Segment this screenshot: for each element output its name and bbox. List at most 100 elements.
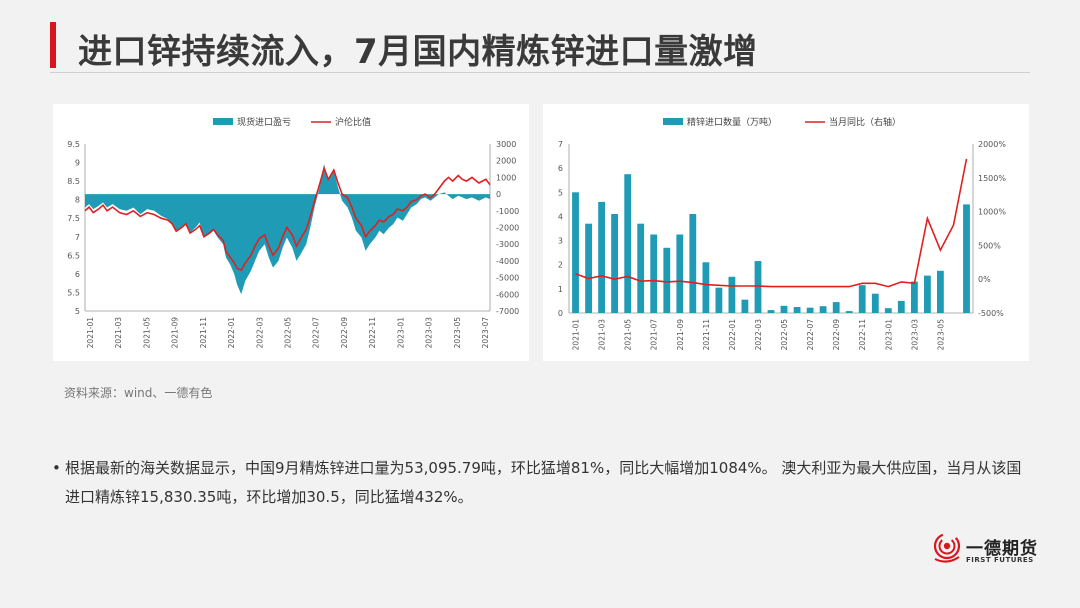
x-tick-label: 2023-03 — [425, 317, 434, 349]
series-line-shfe-lme-ratio — [84, 165, 491, 272]
y-right-tick-label: 500% — [978, 241, 1001, 250]
y-left-tick-label: 6 — [558, 164, 563, 173]
bar-import-volume — [598, 201, 605, 313]
y-right-tick-label: 2000% — [978, 140, 1006, 149]
y-left-tick-label: 1 — [558, 285, 563, 294]
bar-import-volume — [845, 311, 853, 313]
bar-import-volume — [741, 299, 749, 313]
bar-import-volume — [663, 247, 671, 313]
y-left-tick-label: 4 — [558, 212, 563, 221]
zinc-import-volume-chart: 精锌进口数量（万吨） 当月同比（右轴） 0 1 2 3 4 5 6 7 -500% 0% 500% 100… — [558, 116, 1006, 351]
legend-label-volume: 精锌进口数量（万吨） — [687, 116, 777, 128]
y-left-tick-label: 6 — [75, 270, 80, 279]
x-tick-label: 2022-05 — [284, 317, 293, 349]
y-left-tick-label: 5.5 — [67, 288, 80, 297]
x-tick-label: 2021-03 — [114, 317, 123, 349]
x-tick-label: 2023-01 — [396, 317, 405, 349]
x-tick-label: 2021-05 — [624, 319, 633, 351]
paragraph-text: 根据最新的海关数据显示，中国9月精炼锌进口量为53,095.79吨，环比猛增81… — [65, 459, 1022, 506]
y-right-tick-label: 1000 — [496, 173, 516, 182]
x-tick-label: 2021-11 — [702, 319, 711, 351]
bar-import-volume — [884, 308, 892, 313]
bar-import-volume — [689, 214, 697, 313]
y-right-tick-label: 3000 — [496, 140, 516, 149]
x-tick-label: 2022-03 — [255, 317, 264, 349]
y-left-tick-label: 8.5 — [67, 177, 80, 186]
y-left-tick-label: 6.5 — [67, 251, 80, 260]
x-tick-label: 2023-05 — [936, 319, 945, 351]
y-right-tick-label: -3000 — [496, 240, 519, 249]
x-tick-label: 2023-07 — [481, 317, 490, 349]
y-right-tick-label: 0 — [496, 190, 501, 199]
x-tick-label: 2021-11 — [199, 317, 208, 349]
x-tick-label: 2022-11 — [858, 319, 867, 351]
legend-label-yoy: 当月同比（右轴） — [829, 116, 901, 128]
x-tick-label: 2022-11 — [368, 317, 377, 349]
x-tick-label: 2021-05 — [142, 317, 151, 349]
page-title: 进口锌持续流入，7月国内精炼锌进口量激增 — [78, 32, 758, 72]
y-right-tick-label: 1000% — [978, 208, 1006, 217]
x-tick-label: 2023-03 — [910, 319, 919, 351]
legend-swatch-profit — [213, 118, 233, 125]
legend-swatch-volume — [663, 118, 683, 125]
x-tick-label: 2021-01 — [572, 319, 581, 351]
x-tick-label: 2021-09 — [676, 319, 685, 351]
y-right-tick-label: -2000 — [496, 224, 519, 233]
y-right-tick-label: 1500% — [978, 174, 1006, 183]
x-tick-label: 2021-01 — [86, 317, 95, 349]
body-paragraph: • 根据最新的海关数据显示，中国9月精炼锌进口量为53,095.79吨，环比猛增… — [52, 454, 1027, 512]
x-tick-label: 2022-05 — [780, 319, 789, 351]
bar-import-volume — [819, 306, 827, 313]
x-tick-label: 2022-09 — [340, 317, 349, 349]
y-right-tick-label: -1000 — [496, 207, 519, 216]
bar-import-volume — [858, 285, 866, 313]
title-accent-bar — [50, 22, 56, 68]
logo-chinese-name: 一德期货 — [966, 539, 1038, 559]
bar-import-volume — [937, 270, 944, 314]
x-tick-label: 2022-07 — [312, 317, 321, 349]
x-tick-label: 2023-01 — [884, 319, 893, 351]
y-left-tick-label: 9 — [75, 159, 80, 168]
y-left-tick-label: 5 — [75, 307, 80, 316]
legend-label-profit: 现货进口盈亏 — [237, 116, 291, 128]
x-tick-label: 2021-07 — [650, 319, 659, 351]
y-left-tick-label: 3 — [558, 237, 563, 246]
bar-import-volume — [637, 223, 645, 313]
bar-import-volume — [963, 204, 970, 313]
bar-import-volume — [585, 223, 592, 313]
bar-import-volume — [715, 287, 723, 313]
y-left-tick-label: 8 — [75, 196, 80, 205]
y-right-tick-label: -6000 — [496, 290, 519, 299]
bullet-marker: • — [52, 459, 61, 477]
x-tick-label: 2021-03 — [598, 319, 607, 351]
bar-import-volume — [676, 234, 684, 313]
bar-import-volume — [897, 300, 905, 313]
bar-import-volume — [728, 276, 736, 313]
y-left-tick-label: 2 — [558, 261, 563, 270]
left-chart-panel: 现货进口盈亏 沪伦比值 5 5.5 6 6.5 7 7.5 8 8.5 9 9.5 3000 2000 10… — [53, 104, 529, 361]
x-tick-label: 2021-09 — [171, 317, 180, 349]
bar-import-volume — [572, 192, 579, 313]
y-right-tick-label: 0% — [978, 275, 991, 284]
x-tick-label: 2022-01 — [227, 317, 236, 349]
bar-import-volume — [754, 261, 762, 313]
bar-import-volume — [767, 310, 775, 313]
y-left-tick-label: 7 — [558, 140, 563, 149]
series-line-yoy — [575, 158, 968, 288]
bar-import-volume — [871, 293, 879, 313]
bar-import-volume — [624, 174, 632, 313]
bar-import-volume — [911, 281, 918, 313]
logo-english-name: FIRST FUTURES — [966, 556, 1034, 564]
y-left-tick-label: 7 — [75, 233, 80, 242]
y-left-tick-label: 0 — [558, 309, 563, 318]
title-divider — [50, 72, 1030, 73]
y-right-tick-label: -5000 — [496, 274, 519, 283]
y-right-tick-label: -4000 — [496, 257, 519, 266]
y-left-tick-label: 5 — [558, 188, 563, 197]
x-tick-label: 2023-05 — [453, 317, 462, 349]
import-profit-chart: 现货进口盈亏 沪伦比值 5 5.5 6 6.5 7 7.5 8 8.5 9 9.5 3000 2000 10… — [67, 116, 519, 349]
y-right-tick-label: -7000 — [496, 307, 519, 316]
y-right-tick-label: -500% — [978, 309, 1004, 318]
company-logo: 一德期货 FIRST FUTURES — [932, 529, 1042, 573]
x-tick-label: 2022-01 — [728, 319, 737, 351]
